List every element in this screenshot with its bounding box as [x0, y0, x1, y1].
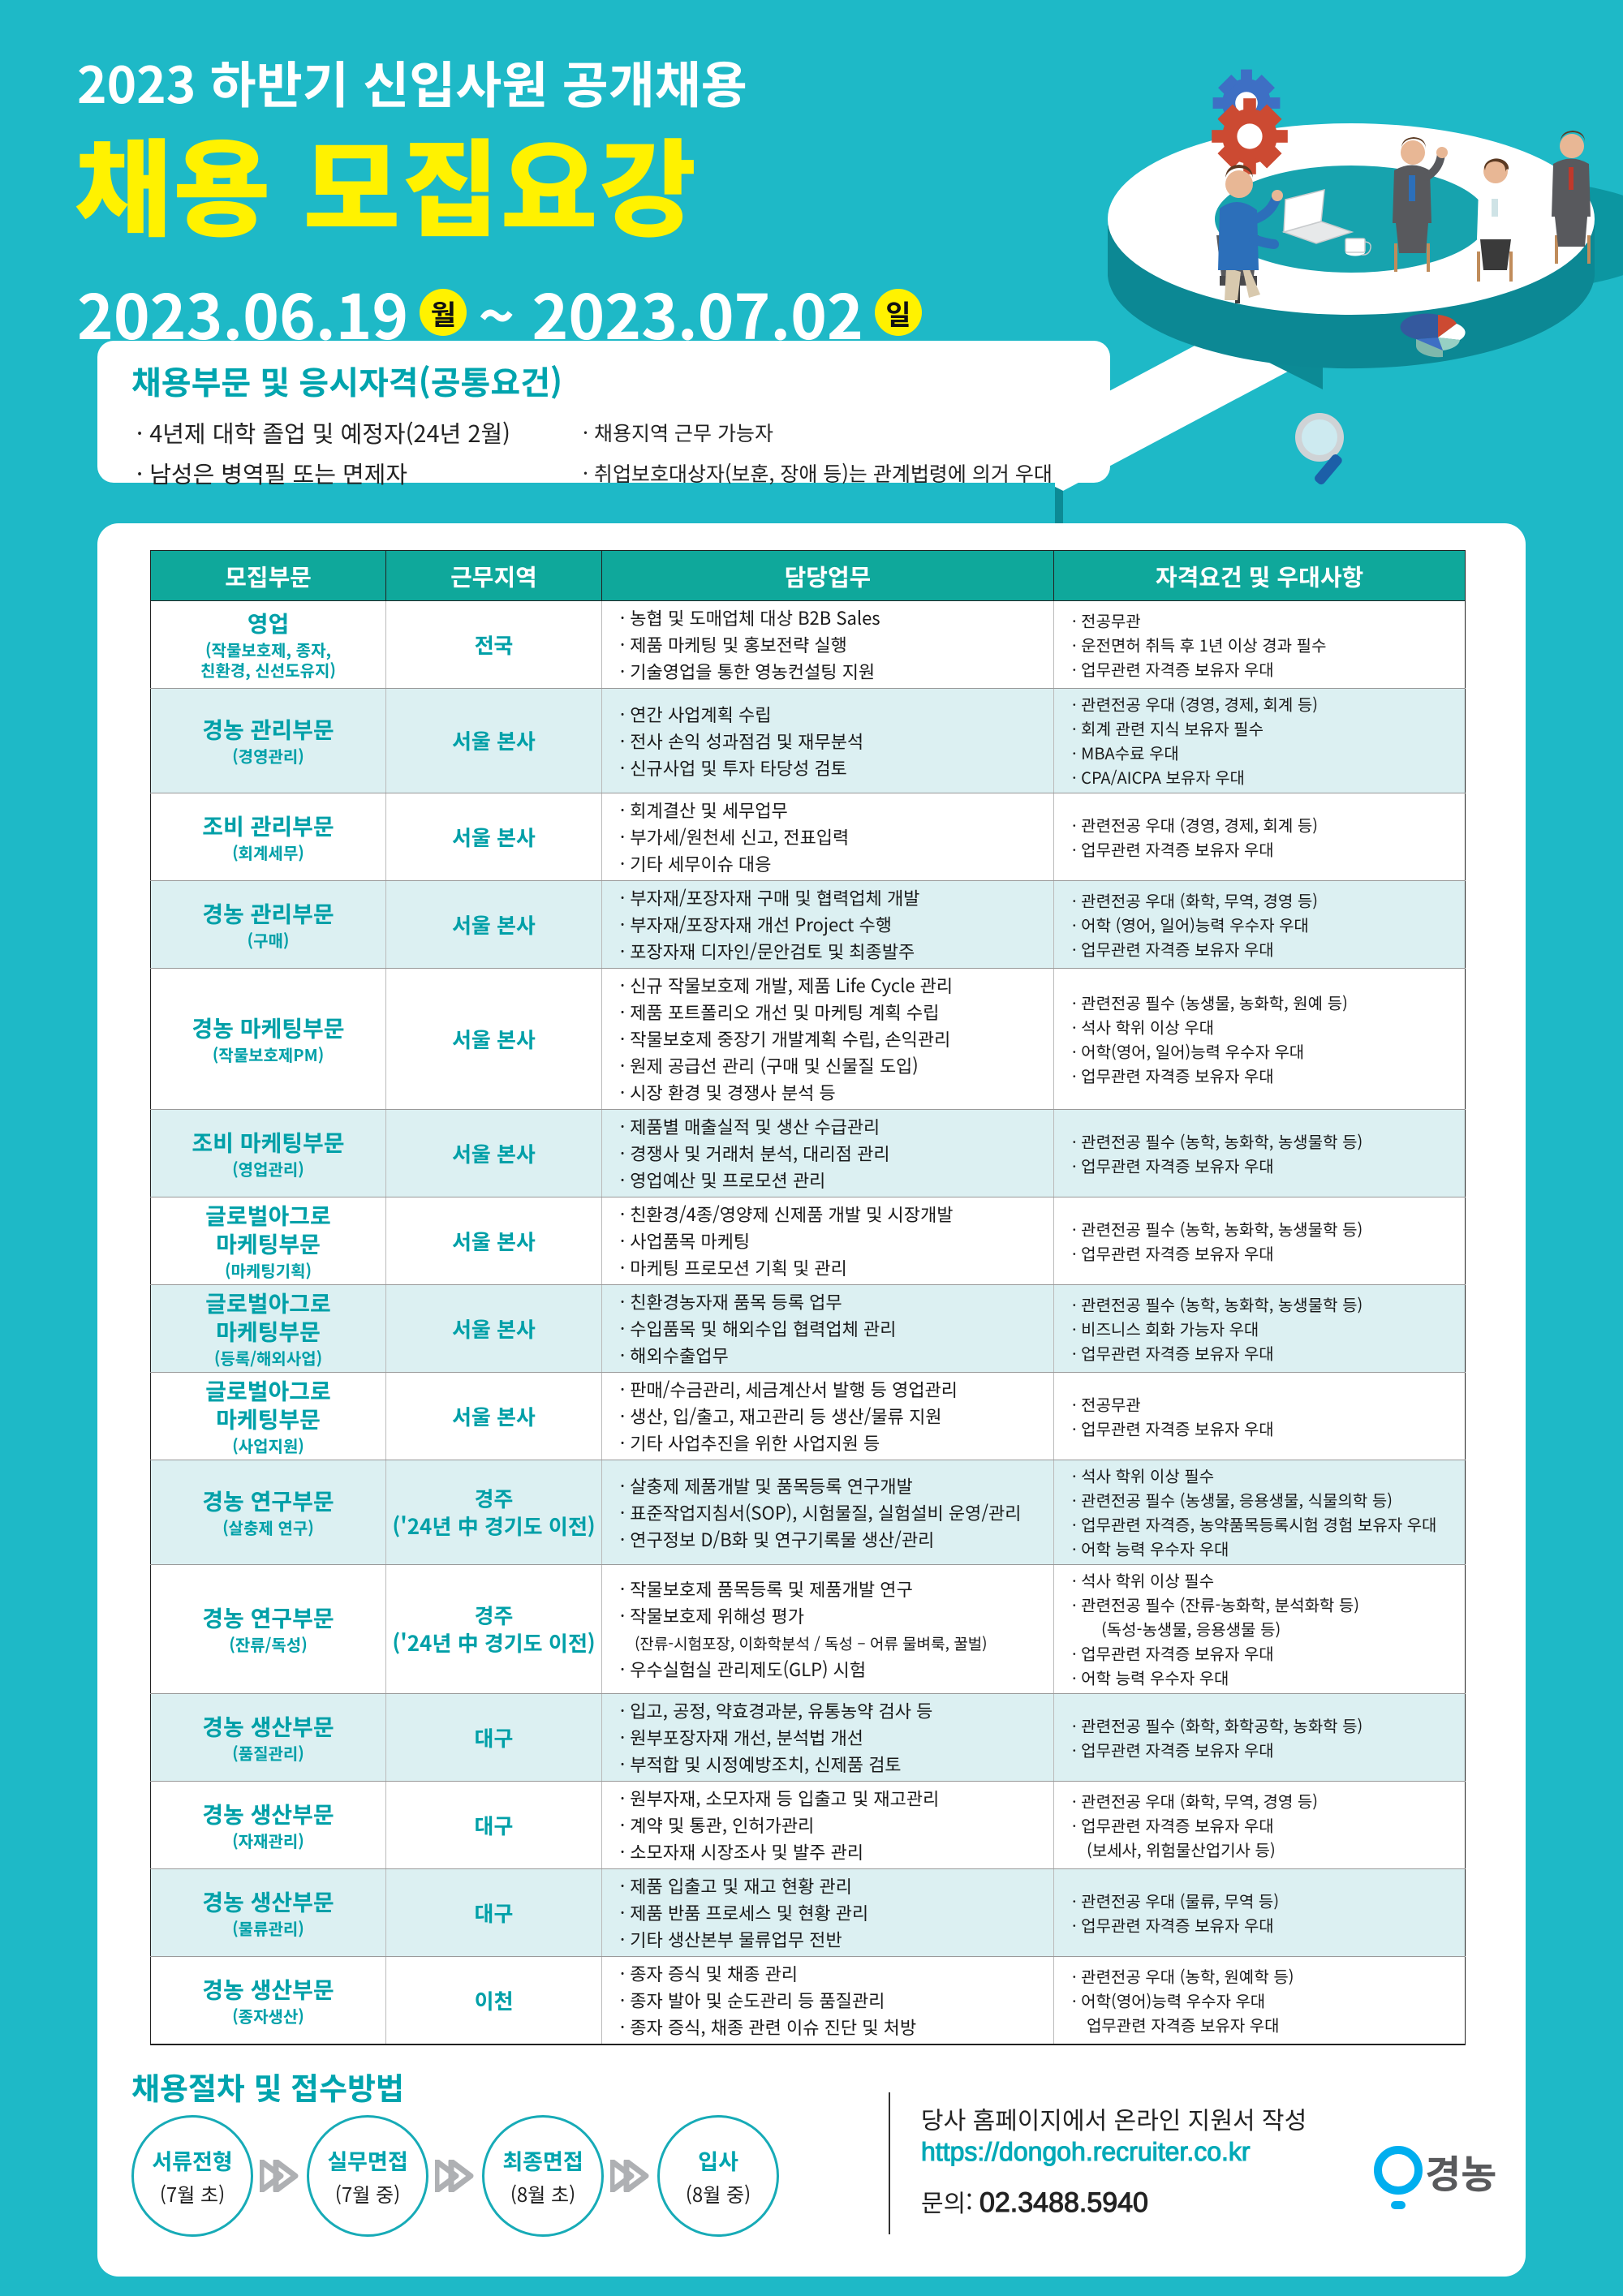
- svg-text:경농: 경농: [1425, 2146, 1496, 2199]
